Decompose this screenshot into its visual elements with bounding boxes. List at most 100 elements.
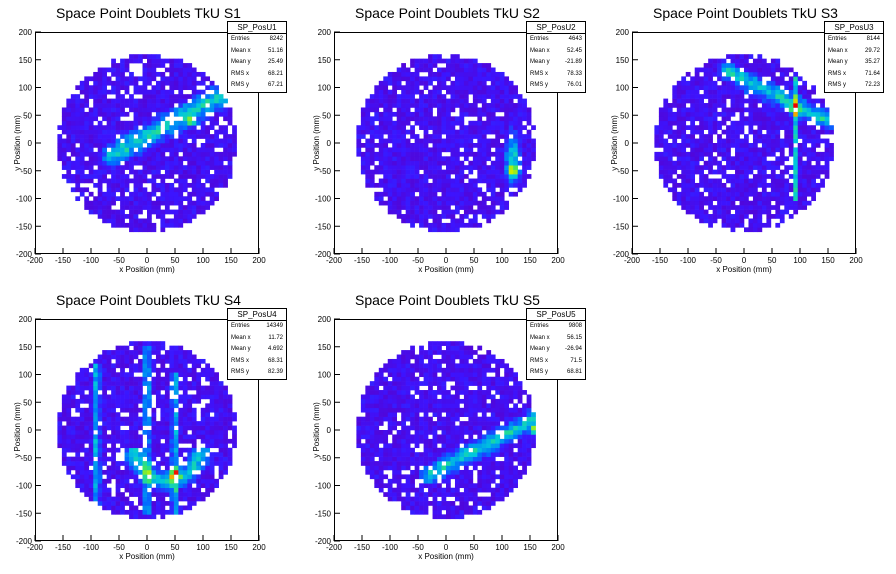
heatmap-bin (160, 501, 166, 506)
heatmap-bin (717, 209, 722, 215)
heatmap-bin (681, 156, 687, 162)
heatmap-bin (414, 196, 420, 202)
heatmap-bin (721, 120, 727, 126)
heatmap-bin (726, 71, 731, 77)
heatmap-bin (775, 103, 781, 108)
heatmap-bin (414, 412, 420, 417)
heatmap-bin (712, 103, 718, 108)
heatmap-bin (526, 120, 532, 126)
heatmap-bin (761, 147, 767, 153)
heatmap-bin (129, 218, 134, 224)
heatmap-bin (450, 80, 456, 86)
heatmap-bin (387, 205, 393, 210)
heatmap-bin (766, 214, 772, 219)
heatmap-bin (761, 116, 767, 122)
heatmap-bin (120, 58, 125, 64)
heatmap-bin (79, 474, 85, 480)
heatmap-bin (93, 80, 99, 86)
heatmap-bin (446, 196, 451, 202)
heatmap-bin (133, 178, 139, 184)
heatmap-bin (757, 205, 763, 210)
heatmap-bin (815, 129, 821, 135)
heatmap-bin (155, 461, 161, 466)
heatmap-bin (432, 187, 438, 193)
heatmap-bin (441, 67, 447, 73)
heatmap-bin (129, 200, 134, 206)
heatmap-bin (70, 434, 76, 440)
heatmap-bin (504, 125, 510, 130)
heatmap-bin (138, 501, 143, 506)
heatmap-bin (410, 196, 415, 202)
heatmap-bin (428, 222, 433, 228)
heatmap-bin (196, 178, 202, 184)
heatmap-bin (164, 412, 170, 417)
heatmap-bin (223, 151, 228, 157)
heatmap-bin (75, 182, 81, 188)
heatmap-bin (223, 134, 228, 139)
heatmap-bin (97, 367, 103, 373)
stats-row: Mean x 51.16 (228, 46, 286, 58)
heatmap-bin (396, 116, 402, 122)
heatmap-bin (218, 416, 224, 422)
heatmap-bin (477, 147, 483, 153)
heatmap-bin (454, 80, 460, 86)
heatmap-bin (463, 165, 469, 170)
heatmap-bin (441, 156, 447, 162)
heatmap-bin (513, 89, 518, 95)
heatmap-bin (699, 134, 704, 139)
heatmap-bin (522, 160, 527, 166)
heatmap-bin (522, 125, 527, 130)
heatmap-bin (97, 483, 103, 489)
heatmap-bin (784, 205, 790, 210)
heatmap-bin (205, 116, 211, 122)
heatmap-bin (120, 501, 125, 506)
heatmap-bin (699, 94, 704, 99)
heatmap-bin (419, 67, 424, 73)
heatmap-bin (396, 381, 402, 386)
heatmap-bin (401, 151, 406, 157)
heatmap-bin (115, 412, 121, 417)
heatmap-bin (802, 103, 808, 108)
heatmap-bin (454, 218, 460, 224)
heatmap-bin (721, 89, 727, 95)
heatmap-bin (490, 116, 496, 122)
heatmap-bin (111, 474, 116, 480)
heatmap-bin (423, 143, 429, 148)
heatmap-bin (815, 120, 821, 126)
heatmap-bin (441, 209, 447, 215)
heatmap-bin (178, 434, 184, 440)
heatmap-bin (717, 169, 722, 175)
heatmap-bin (779, 191, 785, 197)
heatmap-bin (779, 67, 785, 73)
heatmap-bin (401, 125, 406, 130)
heatmap-bin (793, 160, 799, 166)
heatmap-bin (151, 94, 157, 99)
heatmap-bin (419, 222, 424, 228)
heatmap-bin (182, 438, 188, 444)
heatmap-bin (712, 205, 718, 210)
heatmap-bin (712, 94, 718, 99)
heatmap-bin (232, 129, 237, 135)
heatmap-bin (477, 169, 483, 175)
heatmap-bin (88, 469, 94, 475)
heatmap-bin (419, 178, 424, 184)
heatmap-bin (739, 58, 745, 64)
stats-box: SP_PosU4 Entries 14349 Mean x 11.72 Mean y 4.6… (227, 308, 287, 380)
heatmap-bin (142, 412, 148, 417)
heatmap-bin (214, 478, 219, 484)
stats-value: 8144 (866, 36, 880, 42)
heatmap-bin (138, 143, 143, 148)
heatmap-bin (97, 191, 103, 197)
heatmap-bin (752, 67, 758, 73)
heatmap-bin (459, 116, 465, 122)
heatmap-bin (811, 138, 816, 144)
heatmap-bin (401, 407, 406, 413)
heatmap-bin (703, 182, 709, 188)
heatmap-bin (369, 143, 375, 148)
heatmap-bin (495, 107, 501, 113)
heatmap-bin (227, 412, 233, 417)
heatmap-bin (387, 430, 393, 435)
heatmap-bin (437, 134, 442, 139)
heatmap-bin (499, 134, 505, 139)
heatmap-bin (111, 143, 116, 148)
